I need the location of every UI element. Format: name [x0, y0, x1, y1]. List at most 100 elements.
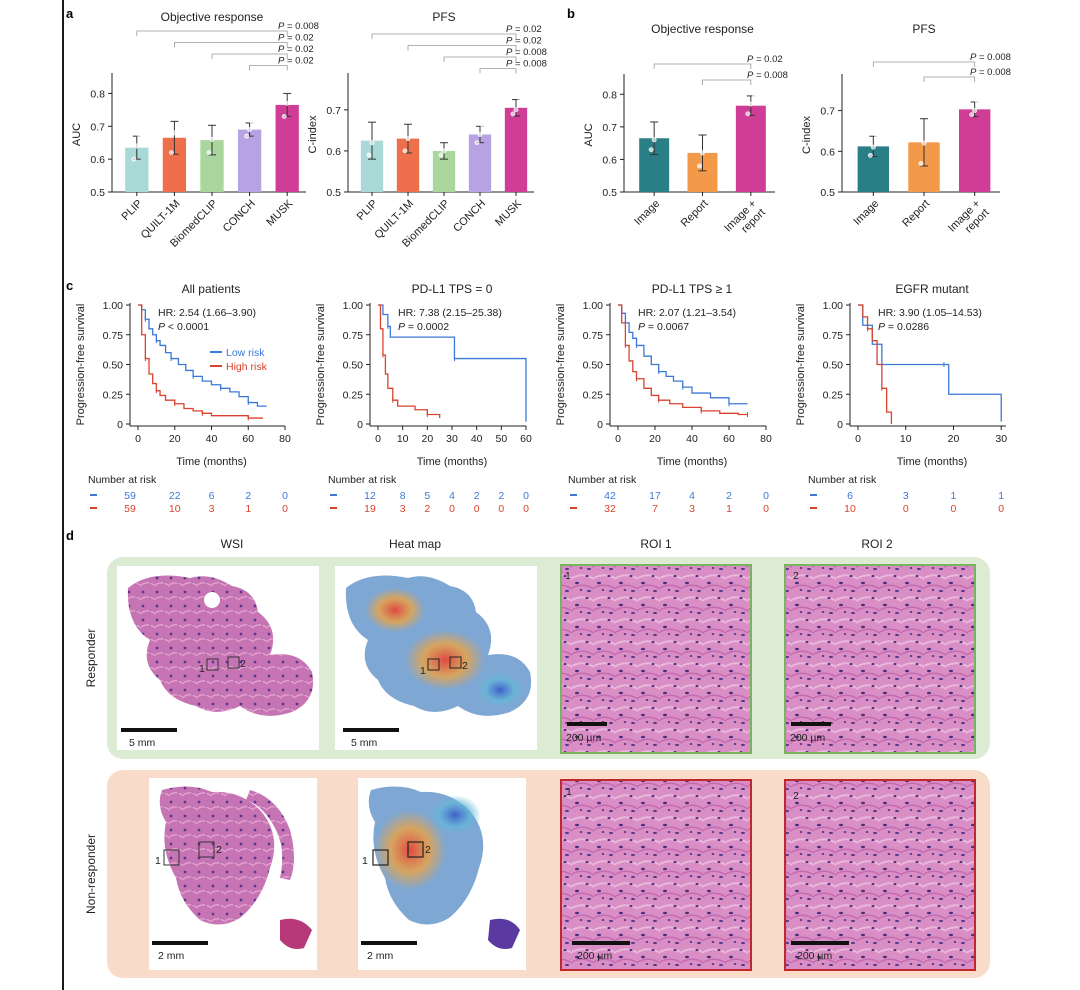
y-axis-label: Progression-free survival: [315, 304, 327, 426]
x-tick-label: PLIP: [120, 198, 145, 223]
risk-count: 42: [604, 490, 616, 502]
risk-count: 0: [903, 503, 909, 515]
legend-label: High risk: [226, 361, 268, 373]
bar-chart-a-pfs: PFS0.50.60.7C-indexPLIPQUILT-1MBiomedCLI…: [307, 10, 547, 250]
p-symbol: P: [506, 59, 513, 70]
nonresponder-wsi-roi1-label: 1: [155, 855, 161, 867]
data-point: [975, 99, 981, 105]
risk-count: 6: [209, 490, 215, 502]
bar: [125, 147, 149, 192]
survival-curve: [378, 304, 527, 422]
significance-bracket: [923, 76, 976, 82]
p-value-label: P = 0.02: [278, 33, 314, 44]
y-axis-label: C-index: [801, 116, 813, 154]
data-point: [369, 140, 375, 146]
x-tick-label: 20: [421, 433, 433, 445]
p-symbol: P: [278, 21, 285, 32]
data-point: [516, 99, 522, 105]
risk-table-title: Number at risk: [88, 474, 157, 486]
p-value-label: P = 0.008: [278, 21, 319, 32]
nonresponder-roi2: [784, 779, 976, 971]
risk-table-title: Number at risk: [568, 474, 637, 486]
y-axis-label: Progression-free survival: [555, 304, 567, 426]
x-axis-label: Time (months): [897, 456, 968, 468]
hazard-ratio-text: HR: 7.38 (2.15–25.38): [398, 307, 502, 319]
significance-bracket: [249, 65, 288, 71]
panel-d: WSI Heat map ROI 1 ROI 2 Responder 1 2 5…: [84, 537, 990, 978]
responder-wsi-scalebar: [121, 728, 177, 732]
y-tick-label: 0.5: [90, 187, 105, 199]
risk-count: 1: [998, 490, 1004, 502]
nonresponder-wsi-roi1-box: [163, 849, 180, 866]
data-point: [748, 101, 754, 107]
significance-bracket: [702, 79, 752, 85]
bar: [432, 150, 456, 192]
nonresponder-heatmap-fragment: [488, 918, 520, 949]
p-value-text: P < 0.0001: [158, 321, 209, 333]
responder-roi1-index: 1: [565, 570, 571, 582]
responder-roi2-scale-label: 200 µm: [790, 732, 825, 744]
p-value-label: P = 0.02: [278, 44, 314, 55]
p-value-text: P = 0.0286: [878, 321, 929, 333]
data-point: [703, 137, 708, 143]
x-tick-label-line: MUSK: [493, 197, 524, 228]
risk-table-title: Number at risk: [328, 474, 397, 486]
p-value: = 0.02: [512, 24, 541, 35]
data-point: [651, 137, 657, 143]
data-point: [477, 132, 483, 137]
risk-count: 0: [523, 503, 529, 515]
y-tick-label: 0.8: [602, 89, 617, 101]
p-symbol: P: [278, 56, 285, 67]
x-tick-label: 10: [900, 433, 912, 445]
significance-bracket: [443, 56, 517, 62]
x-tick-label: 80: [279, 433, 291, 445]
data-point: [700, 150, 705, 156]
x-tick-label-line: CONCH: [221, 198, 258, 235]
nonresponder-wsi-scale-label: 2 mm: [158, 950, 185, 962]
nonresponder-roi2-index: 2: [793, 790, 799, 802]
y-tick-label: 1.00: [103, 300, 124, 312]
responder-wsi-roi1-box: [206, 658, 219, 671]
nonresponder-wsi-tissue-main: [159, 786, 275, 925]
risk-count: 2: [726, 490, 732, 502]
x-tick-label-line: CONCH: [451, 198, 488, 235]
nonresponder-heatmap-hot: [374, 810, 446, 890]
y-tick-label: 0.5: [326, 187, 341, 199]
x-tick-label: Image +report: [722, 198, 768, 244]
x-tick-label: 10: [397, 433, 409, 445]
responder-heatmap-hot2: [365, 588, 425, 632]
responder-roi2-index: 2: [793, 570, 799, 582]
data-point: [247, 127, 253, 133]
panel-letter-a: a: [66, 6, 74, 21]
survival-curve: [138, 304, 263, 419]
nonresponder-wsi-tissue-strip: [246, 790, 294, 880]
responder-heatmap-roi2-label: 2: [462, 660, 468, 672]
data-point: [441, 148, 447, 154]
p-value: = 0.008: [284, 21, 319, 32]
responder-roi1-scalebar: [567, 722, 607, 726]
data-point: [867, 152, 873, 158]
x-tick-label: 60: [242, 433, 254, 445]
y-tick-label: 0.7: [90, 121, 105, 133]
responder-heatmap-roi1-box: [427, 658, 440, 671]
risk-count: 2: [424, 503, 430, 515]
nonresponder-roi1-scalebar: [572, 941, 630, 945]
risk-count: 12: [364, 490, 376, 502]
data-point: [745, 111, 751, 117]
nonresponder-wsi-roi2-box: [198, 841, 215, 858]
survival-curve: [618, 304, 748, 416]
responder-roi2-scalebar: [791, 722, 831, 726]
p-value: = 0.02: [284, 44, 313, 55]
nonresponder-heatmap-roi2-label: 2: [425, 844, 431, 856]
p-symbol: P: [506, 47, 513, 58]
significance-bracket: [371, 33, 517, 39]
x-tick-label: 30: [995, 433, 1007, 445]
p-value: = 0.02: [284, 56, 313, 67]
data-point: [873, 132, 879, 138]
x-axis-label: Time (months): [176, 456, 247, 468]
responder-heatmap-roi2-box: [449, 656, 462, 669]
survival-curve: [858, 304, 893, 424]
data-point: [372, 123, 378, 129]
risk-count: 10: [169, 503, 181, 515]
